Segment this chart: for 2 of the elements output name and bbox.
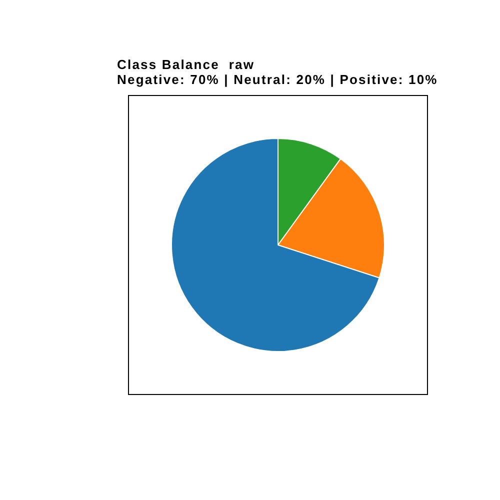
chart-title: Class Balance raw [117,57,256,72]
chart-subtitle: Negative: 70% | Neutral: 20% | Positive: 10% [117,72,438,87]
